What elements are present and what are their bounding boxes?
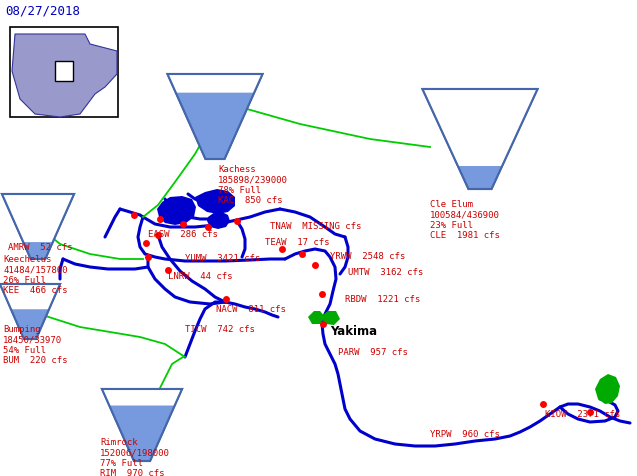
- Text: YUMW  3421 cfs: YUMW 3421 cfs: [185, 253, 261, 262]
- Text: YRPW  960 cfs: YRPW 960 cfs: [430, 429, 500, 438]
- Polygon shape: [0, 284, 60, 310]
- Polygon shape: [320, 311, 340, 325]
- Polygon shape: [168, 75, 262, 159]
- Polygon shape: [102, 389, 182, 461]
- Polygon shape: [2, 195, 74, 243]
- Polygon shape: [176, 93, 254, 159]
- Polygon shape: [157, 197, 196, 226]
- Polygon shape: [207, 213, 230, 229]
- Text: RBDW  1221 cfs: RBDW 1221 cfs: [345, 294, 420, 303]
- Text: Kachess
185898/239000
78% Full
KAC  850 cfs: Kachess 185898/239000 78% Full KAC 850 c…: [218, 165, 288, 205]
- Polygon shape: [11, 310, 49, 339]
- Polygon shape: [595, 374, 620, 404]
- Text: YRWW  2548 cfs: YRWW 2548 cfs: [330, 251, 405, 260]
- Polygon shape: [2, 195, 74, 259]
- Text: UMTW  3162 cfs: UMTW 3162 cfs: [348, 268, 423, 277]
- Text: TEAW  17 cfs: TEAW 17 cfs: [265, 238, 329, 247]
- Text: EASW  286 cfs: EASW 286 cfs: [148, 229, 218, 238]
- Text: LNRW  44 cfs: LNRW 44 cfs: [168, 271, 233, 280]
- Text: PARW  957 cfs: PARW 957 cfs: [338, 347, 408, 356]
- Polygon shape: [308, 311, 325, 324]
- Text: 08/27/2018: 08/27/2018: [5, 5, 80, 18]
- Polygon shape: [110, 406, 175, 461]
- Polygon shape: [24, 243, 53, 259]
- Text: Yakima: Yakima: [330, 324, 377, 337]
- Polygon shape: [102, 389, 182, 406]
- Text: Keechelus
41484/157800
26% Full
KEE  466 cfs: Keechelus 41484/157800 26% Full KEE 466 …: [3, 255, 68, 295]
- Polygon shape: [458, 167, 502, 189]
- Polygon shape: [12, 35, 117, 118]
- Text: TNAW  MISSING cfs: TNAW MISSING cfs: [270, 221, 361, 230]
- Polygon shape: [168, 75, 262, 93]
- Text: AMRW  52 cfs: AMRW 52 cfs: [8, 242, 73, 251]
- Bar: [10, 28, 118, 118]
- Text: Cle Elum
100584/436900
23% Full
CLE  1981 cfs: Cle Elum 100584/436900 23% Full CLE 1981…: [430, 199, 500, 240]
- Bar: [55, 62, 73, 82]
- Text: Bumping
18450/33970
54% Full
BUM  220 cfs: Bumping 18450/33970 54% Full BUM 220 cfs: [3, 324, 68, 365]
- Polygon shape: [422, 90, 538, 189]
- Text: TICW  742 cfs: TICW 742 cfs: [185, 324, 255, 333]
- Polygon shape: [0, 284, 60, 339]
- Polygon shape: [422, 90, 538, 167]
- Text: KIOW  2371 cfs: KIOW 2371 cfs: [545, 409, 620, 418]
- Text: NACW  811 cfs: NACW 811 cfs: [216, 304, 286, 313]
- Text: Rimrock
152006/198000
77% Full
RIM  970 cfs: Rimrock 152006/198000 77% Full RIM 970 c…: [100, 437, 170, 476]
- Polygon shape: [195, 189, 235, 215]
